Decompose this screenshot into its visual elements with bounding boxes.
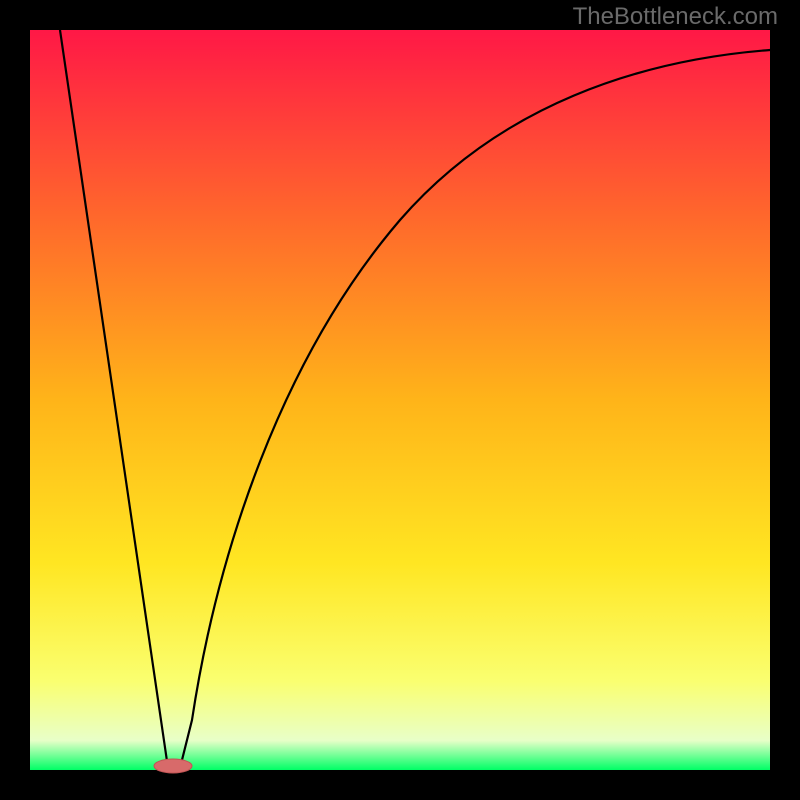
bottleneck-marker xyxy=(154,759,192,773)
watermark-text: TheBottleneck.com xyxy=(573,3,778,31)
plot-area xyxy=(30,30,770,770)
chart-svg xyxy=(0,0,800,800)
chart-frame: TheBottleneck.com xyxy=(0,0,800,800)
